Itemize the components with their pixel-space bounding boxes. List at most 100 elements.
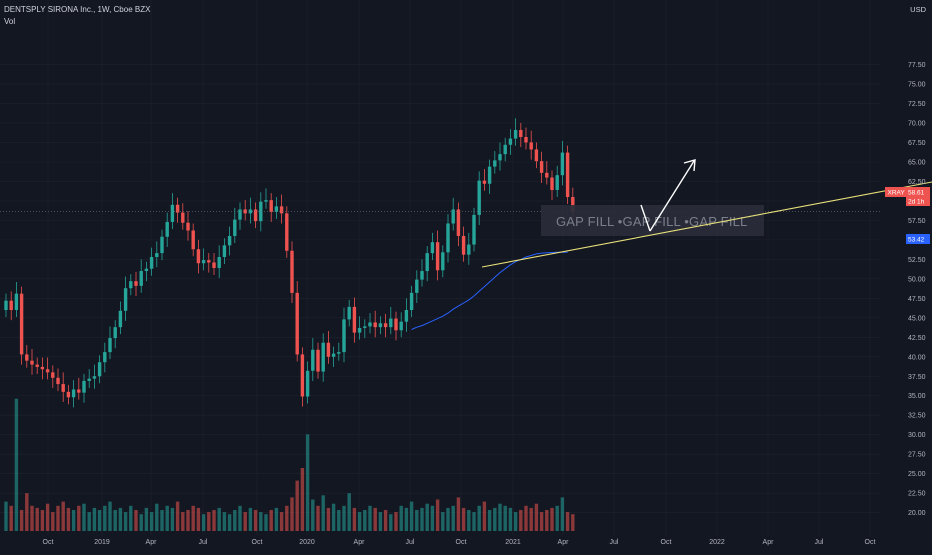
volume-bar bbox=[420, 507, 424, 531]
candle-body bbox=[66, 391, 71, 398]
volume-bar bbox=[51, 512, 55, 531]
candle-body bbox=[347, 306, 351, 320]
candle-body bbox=[243, 209, 247, 214]
volume-bar bbox=[482, 501, 487, 531]
candle-body bbox=[4, 300, 8, 311]
time-tick-label: Jul bbox=[199, 539, 208, 546]
candle-body bbox=[331, 353, 336, 357]
volume-bar bbox=[539, 512, 544, 531]
volume-bar bbox=[222, 512, 227, 531]
volume-bar bbox=[342, 505, 346, 531]
volume-bar bbox=[311, 499, 315, 531]
price-tick-label: 77.50 bbox=[908, 62, 926, 69]
candle-body bbox=[25, 354, 29, 361]
candle-body bbox=[357, 327, 362, 333]
volume-bar bbox=[404, 507, 409, 531]
price-tick-label: 50.00 bbox=[908, 276, 926, 283]
candle-body bbox=[373, 322, 377, 328]
candle-body bbox=[378, 323, 383, 328]
volume-bar bbox=[118, 507, 123, 531]
volume-bar bbox=[233, 510, 237, 531]
candle-body bbox=[14, 293, 19, 311]
candle-body bbox=[420, 271, 424, 280]
volume-bar bbox=[389, 514, 393, 531]
candle-body bbox=[524, 136, 528, 143]
volume-bar bbox=[269, 510, 273, 531]
candle-body bbox=[290, 250, 294, 293]
price-badge-bg bbox=[906, 187, 930, 206]
candle-body bbox=[139, 271, 143, 286]
volume-bar bbox=[61, 501, 65, 531]
arrow-up-stroke[interactable] bbox=[649, 160, 695, 232]
volume-bar bbox=[295, 480, 299, 531]
candle-body bbox=[233, 219, 237, 236]
volume-bar bbox=[331, 503, 336, 531]
candle-body bbox=[363, 326, 367, 328]
volume-indicator-label[interactable]: Vol bbox=[4, 17, 16, 26]
volume-bar bbox=[56, 505, 60, 531]
price-tick-label: 30.00 bbox=[908, 432, 926, 439]
candle-body bbox=[144, 268, 149, 272]
volume-bar bbox=[524, 505, 528, 531]
candle-body bbox=[368, 322, 372, 327]
candle-body bbox=[227, 235, 232, 246]
price-tick-label: 72.50 bbox=[908, 101, 926, 108]
volume-bar bbox=[149, 512, 154, 531]
volume-bar bbox=[347, 493, 351, 531]
candle-body bbox=[123, 288, 128, 311]
price-tick-label: 70.00 bbox=[908, 120, 926, 127]
time-axis[interactable]: Oct 2019 Apr Jul Oct 2020 Apr Jul Oct 2021 Apr Jul O… bbox=[43, 539, 876, 546]
candle-body bbox=[30, 360, 34, 365]
candle-body bbox=[415, 279, 419, 293]
candle-body bbox=[71, 389, 76, 398]
candle-body bbox=[394, 318, 398, 331]
candle-body bbox=[337, 352, 341, 354]
candle-body bbox=[92, 376, 97, 379]
volume-bar bbox=[19, 510, 24, 531]
candle-body bbox=[264, 200, 268, 202]
volume-bar bbox=[264, 514, 268, 531]
volume-bar bbox=[529, 507, 533, 531]
candle-body bbox=[222, 245, 227, 258]
volume-bar bbox=[66, 507, 71, 531]
volume-bar bbox=[316, 505, 320, 531]
price-tick-label: 37.50 bbox=[908, 374, 926, 381]
candle-body bbox=[389, 318, 393, 328]
volume-bar bbox=[545, 510, 549, 531]
volume-bar bbox=[191, 505, 195, 531]
arrow-down-stroke[interactable] bbox=[640, 204, 651, 232]
candle-body bbox=[45, 369, 50, 373]
candle-body bbox=[207, 260, 211, 263]
candle-body bbox=[472, 214, 476, 245]
candle-body bbox=[201, 260, 206, 264]
volume-bar bbox=[357, 512, 362, 531]
volume-bar bbox=[493, 507, 497, 531]
price-tick-label: 25.00 bbox=[908, 471, 926, 478]
candle-body bbox=[513, 129, 518, 139]
candle-body bbox=[248, 209, 253, 214]
candle-body bbox=[409, 292, 414, 311]
candle-body bbox=[113, 327, 117, 339]
symbol-title[interactable]: DENTSPLY SIRONA Inc., 1W, Cboe BZX bbox=[4, 5, 151, 14]
candle-body bbox=[430, 242, 435, 254]
volume-bar bbox=[305, 434, 310, 531]
candle-body bbox=[456, 209, 461, 236]
time-tick-label: Oct bbox=[252, 539, 263, 546]
volume-bar bbox=[508, 507, 513, 531]
candle-body bbox=[196, 249, 201, 264]
volume-bar bbox=[227, 514, 232, 531]
volume-bar bbox=[201, 514, 206, 531]
volume-bar bbox=[326, 507, 331, 531]
volume-bar bbox=[571, 514, 575, 531]
candlestick-series bbox=[4, 118, 575, 408]
trendline[interactable] bbox=[481, 181, 932, 268]
candle-body bbox=[352, 306, 357, 333]
volume-bar bbox=[35, 507, 39, 531]
volume-bar bbox=[92, 507, 97, 531]
time-tick-label: Oct bbox=[865, 539, 876, 546]
grid-lines bbox=[0, 0, 880, 535]
price-axis[interactable]: 20.00 22.50 25.00 27.50 30.00 32.50 35.00 37.50… bbox=[908, 62, 926, 517]
candle-body bbox=[571, 197, 575, 212]
candle-body bbox=[487, 166, 492, 184]
